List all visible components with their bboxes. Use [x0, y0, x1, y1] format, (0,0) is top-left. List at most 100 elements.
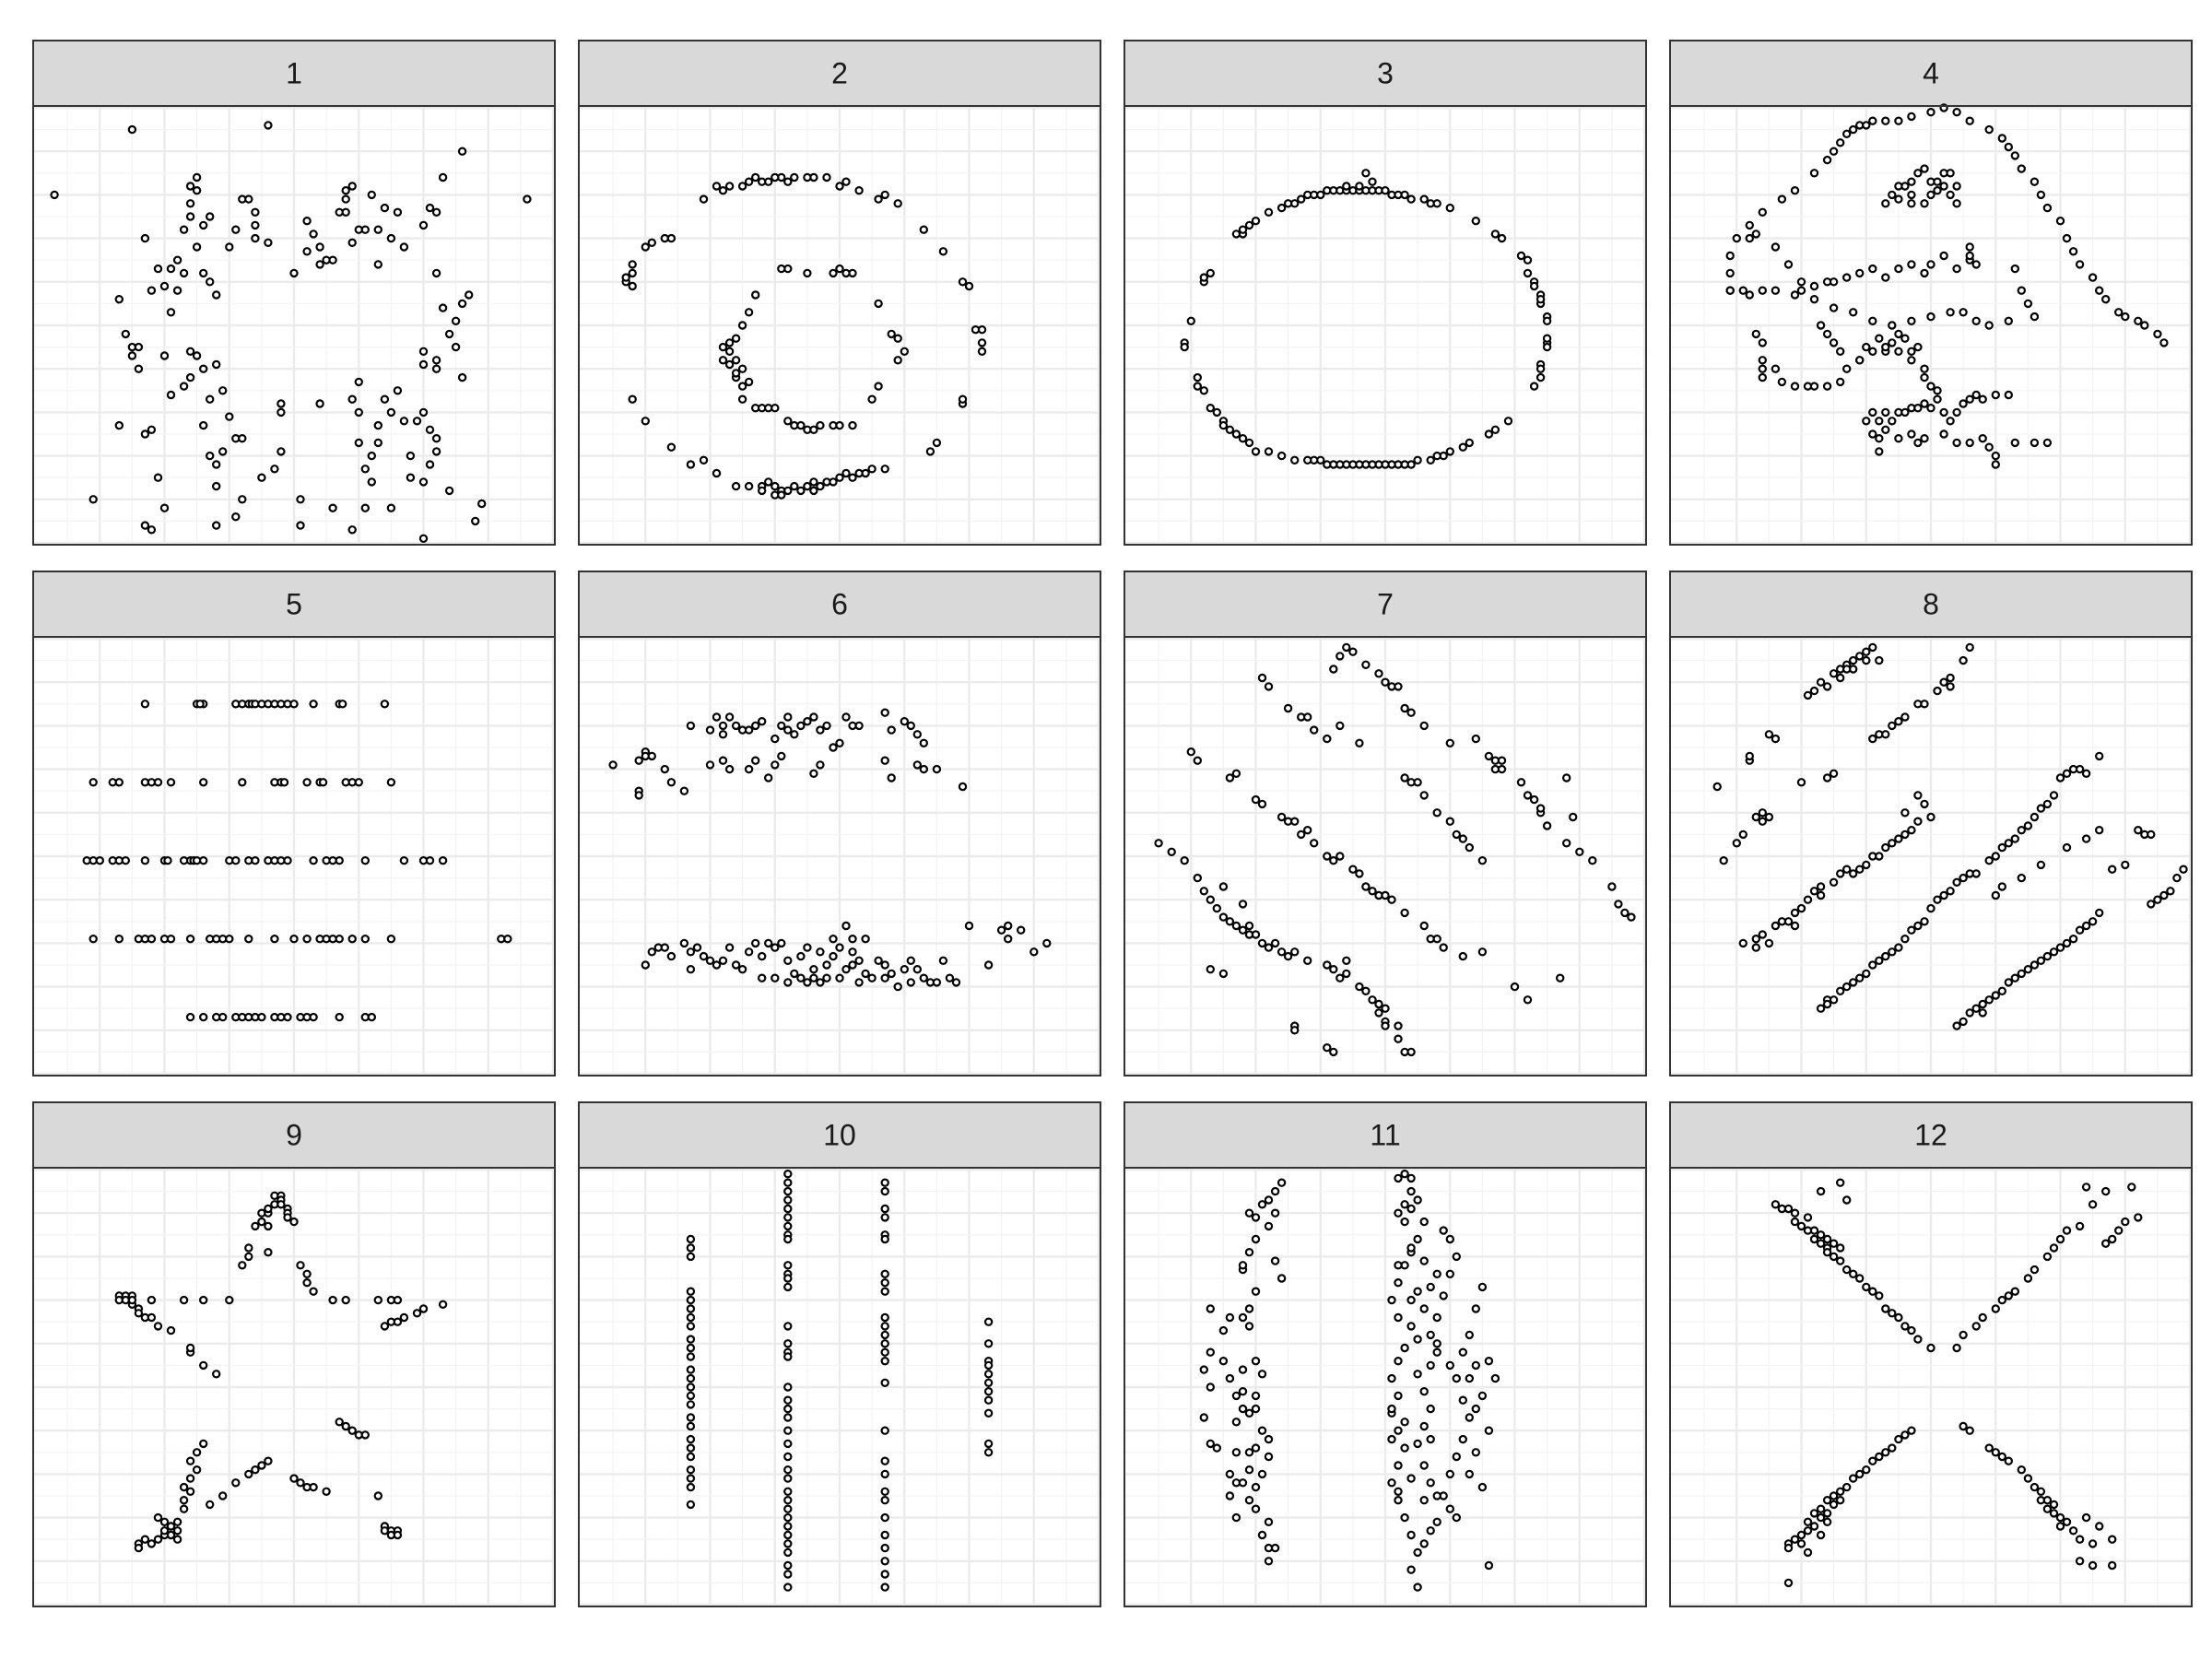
data-point [1920, 268, 1929, 278]
data-point [309, 1287, 318, 1296]
data-point [983, 1317, 994, 1326]
data-point [341, 194, 350, 204]
data-point [1952, 407, 1961, 418]
data-point [2049, 1500, 2059, 1510]
data-point [983, 1448, 994, 1457]
data-point [192, 351, 202, 360]
data-point [1777, 377, 1787, 387]
data-point [347, 935, 357, 944]
data-point [1875, 434, 1884, 443]
data-point [1458, 1395, 1468, 1405]
data-point [335, 935, 344, 944]
data-point [88, 495, 98, 504]
data-point [1225, 917, 1235, 926]
data-point [1796, 1539, 1806, 1548]
data-point [393, 386, 403, 395]
data-point [1277, 947, 1287, 957]
data-point [1465, 1330, 1475, 1340]
data-point [1841, 273, 1852, 282]
data-point [1452, 830, 1462, 840]
scatter-points [608, 708, 1052, 992]
data-point [198, 220, 208, 230]
panel-border [1124, 105, 1647, 546]
data-point [1535, 364, 1546, 373]
data-point [1452, 1512, 1462, 1523]
data-point [803, 943, 812, 952]
data-point [2004, 142, 2013, 152]
data-point [1244, 1465, 1254, 1475]
data-point [1323, 460, 1332, 469]
data-point [2036, 804, 2046, 813]
data-point [1900, 935, 1910, 944]
data-point [198, 420, 208, 430]
data-point [283, 1213, 292, 1222]
data-point [425, 460, 435, 469]
data-point [1394, 1461, 1403, 1470]
data-point [2023, 1274, 2033, 1283]
data-point [257, 1217, 266, 1227]
data-point [1244, 220, 1254, 230]
data-point [2134, 826, 2143, 835]
data-point [1535, 804, 1546, 813]
data-point [1758, 338, 1768, 347]
data-point [1218, 420, 1229, 430]
data-point [1277, 1178, 1287, 1187]
data-point [328, 255, 337, 265]
data-point [1231, 1391, 1241, 1401]
data-point [1387, 895, 1396, 904]
data-point [2094, 286, 2104, 295]
data-point [1809, 169, 1819, 178]
data-point [1848, 1269, 1858, 1279]
data-point [1426, 1526, 1435, 1535]
data-point [1991, 1448, 2000, 1457]
data-point [783, 1382, 793, 1392]
gridlines [33, 106, 555, 545]
data-point [1816, 882, 1826, 891]
data-point [1413, 1234, 1422, 1244]
data-point [880, 1234, 889, 1244]
data-point [1854, 652, 1865, 661]
data-point [771, 404, 780, 413]
data-point [127, 351, 137, 360]
data-point [1497, 233, 1507, 243]
data-point [758, 973, 767, 982]
data-point [1862, 121, 1871, 130]
data-point [1419, 194, 1429, 204]
data-point [1907, 356, 1916, 365]
data-point [315, 399, 324, 408]
data-point [1355, 738, 1364, 748]
data-point [412, 1309, 422, 1318]
data-point [1816, 1004, 1826, 1013]
data-point [1946, 169, 1955, 178]
data-point [195, 700, 205, 709]
data-point [912, 730, 923, 739]
data-point [1920, 399, 1929, 408]
data-point [783, 1274, 793, 1283]
facet-panel-5: 5 [32, 571, 556, 1077]
data-point [438, 856, 448, 865]
data-point [1907, 826, 1916, 835]
data-point [302, 247, 312, 256]
data-point [185, 199, 195, 208]
data-point [983, 1408, 994, 1418]
facet-panel-6: 6 [578, 571, 1101, 1077]
data-point [724, 359, 735, 370]
data-point [2081, 834, 2091, 843]
data-point [2100, 295, 2111, 304]
data-point [1016, 925, 1026, 935]
data-point [1477, 856, 1488, 865]
data-point [244, 1469, 253, 1479]
data-point [1920, 700, 1929, 709]
data-point [1959, 399, 1968, 408]
data-point [1822, 1234, 1832, 1244]
data-point [244, 194, 253, 204]
data-point [932, 764, 942, 774]
data-point [1920, 199, 1929, 208]
data-point [302, 216, 312, 226]
data-point [1406, 1243, 1416, 1253]
data-point [251, 233, 260, 243]
data-point [1965, 116, 1974, 125]
data-point [134, 364, 144, 373]
data-point [758, 177, 767, 186]
